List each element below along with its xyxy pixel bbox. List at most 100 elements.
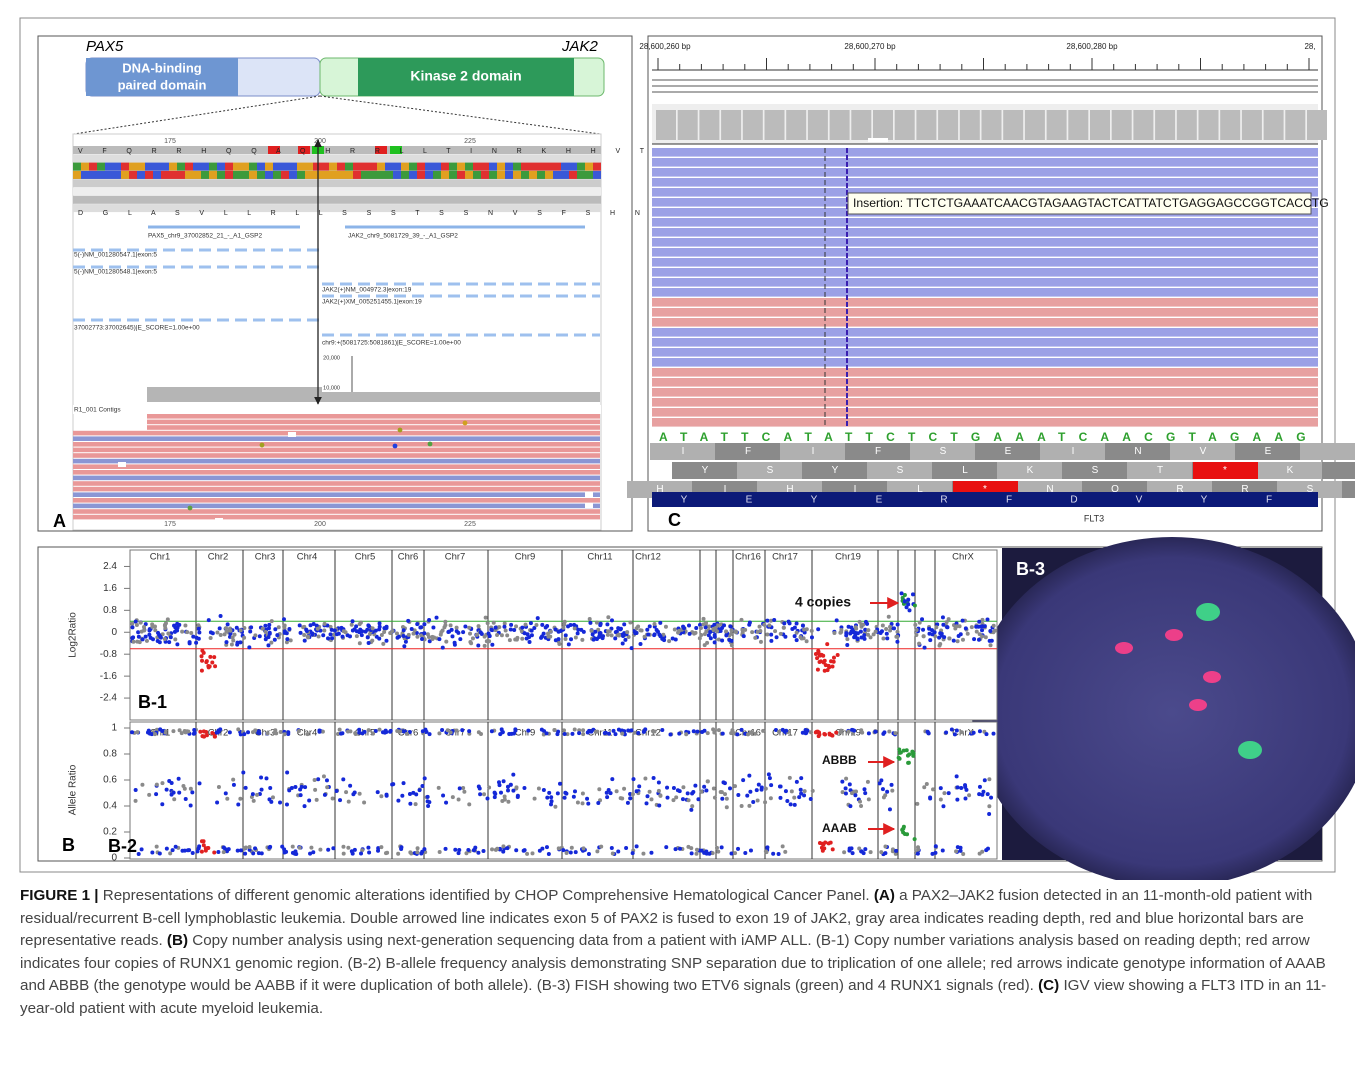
dot: [547, 852, 551, 856]
dot: [303, 785, 307, 789]
dot: [260, 788, 264, 792]
dot: [581, 801, 585, 805]
amino-acid: I: [1072, 446, 1075, 457]
coverage: [938, 110, 958, 140]
dot: [344, 790, 348, 794]
dot: [497, 625, 501, 629]
dot: [561, 626, 565, 630]
dot: [418, 625, 422, 629]
coverage: [1307, 110, 1327, 140]
dot: [961, 638, 965, 642]
dot: [331, 796, 335, 800]
dot: [594, 730, 598, 734]
dot: [713, 796, 717, 800]
dot: [767, 772, 771, 776]
dot: [817, 734, 821, 738]
base: [225, 171, 233, 179]
dot: [858, 800, 862, 804]
dot: [458, 637, 462, 641]
chrom-label: Chr4: [297, 552, 318, 563]
dot: [887, 615, 891, 619]
dot: [147, 729, 151, 733]
codon: [1300, 443, 1355, 460]
dot: [707, 852, 711, 856]
dot: [599, 631, 603, 635]
dot: [842, 850, 846, 854]
dot: [435, 616, 439, 620]
dot: [263, 624, 267, 628]
dot: [181, 784, 185, 788]
dot: [206, 846, 210, 850]
dot: [218, 727, 222, 731]
annotation: AAAB: [822, 821, 857, 835]
dot: [762, 623, 766, 627]
dot: [285, 637, 289, 641]
dot: [617, 728, 621, 732]
dot: [186, 730, 190, 734]
base: [537, 163, 545, 171]
base: [113, 163, 121, 171]
dot: [460, 728, 464, 732]
dot: [408, 792, 412, 796]
base: [177, 171, 185, 179]
codon: [1342, 481, 1355, 498]
dot: [764, 849, 768, 853]
dot: [689, 846, 693, 850]
dot: [797, 795, 801, 799]
protein-residue: F: [1266, 495, 1272, 506]
dot: [536, 616, 540, 620]
dot: [529, 621, 533, 625]
dot: [879, 778, 883, 782]
dot: [922, 785, 926, 789]
dot: [576, 631, 580, 635]
dot: [260, 851, 264, 855]
dot: [981, 624, 985, 628]
dot: [565, 851, 569, 855]
dot: [715, 629, 719, 633]
dot: [959, 730, 963, 734]
amino-acid: L: [962, 465, 968, 476]
base: [545, 163, 553, 171]
base: [321, 163, 329, 171]
coverage: [808, 110, 828, 140]
dot: [883, 844, 887, 848]
track-label: JAK2(+)XM_005251455.1|exon:19: [322, 299, 422, 306]
dot: [777, 730, 781, 734]
dot: [141, 637, 145, 641]
dot: [572, 795, 576, 799]
dot: [591, 632, 595, 636]
dot: [180, 731, 184, 735]
sequence: ATATTCATATTCTCTGAAATCAACGTAGAAG: [659, 430, 1319, 444]
dot: [482, 792, 486, 796]
axis-title: Log2Ratio: [68, 612, 79, 658]
dot: [706, 779, 710, 783]
dot: [449, 623, 453, 627]
dot: [481, 849, 485, 853]
dot: [257, 731, 261, 735]
dot: [892, 626, 896, 630]
dot: [402, 634, 406, 638]
dot: [645, 801, 649, 805]
dot: [867, 731, 871, 735]
figure: PAX5 JAK2 DNA-binding paired domain Kina…: [0, 0, 1355, 880]
read: [147, 425, 600, 430]
panel-c: C FLT3 28,600,260 bp28,600,270 bp28,600,…: [627, 36, 1355, 531]
dot: [341, 777, 345, 781]
dot: [306, 635, 310, 639]
dot: [698, 636, 702, 640]
read: [73, 481, 600, 486]
dot: [200, 669, 204, 673]
dot: [733, 784, 737, 788]
dot: [603, 731, 607, 735]
dot: [197, 631, 201, 635]
dot: [717, 728, 721, 732]
dot: [370, 639, 374, 643]
gene-label: PAX5: [86, 38, 124, 55]
dot: [689, 808, 693, 812]
panel-label: B-1: [138, 692, 167, 712]
dot: [321, 633, 325, 637]
dot: [645, 794, 649, 798]
dot: [549, 629, 553, 633]
dot: [955, 774, 959, 778]
dot: [775, 635, 779, 639]
